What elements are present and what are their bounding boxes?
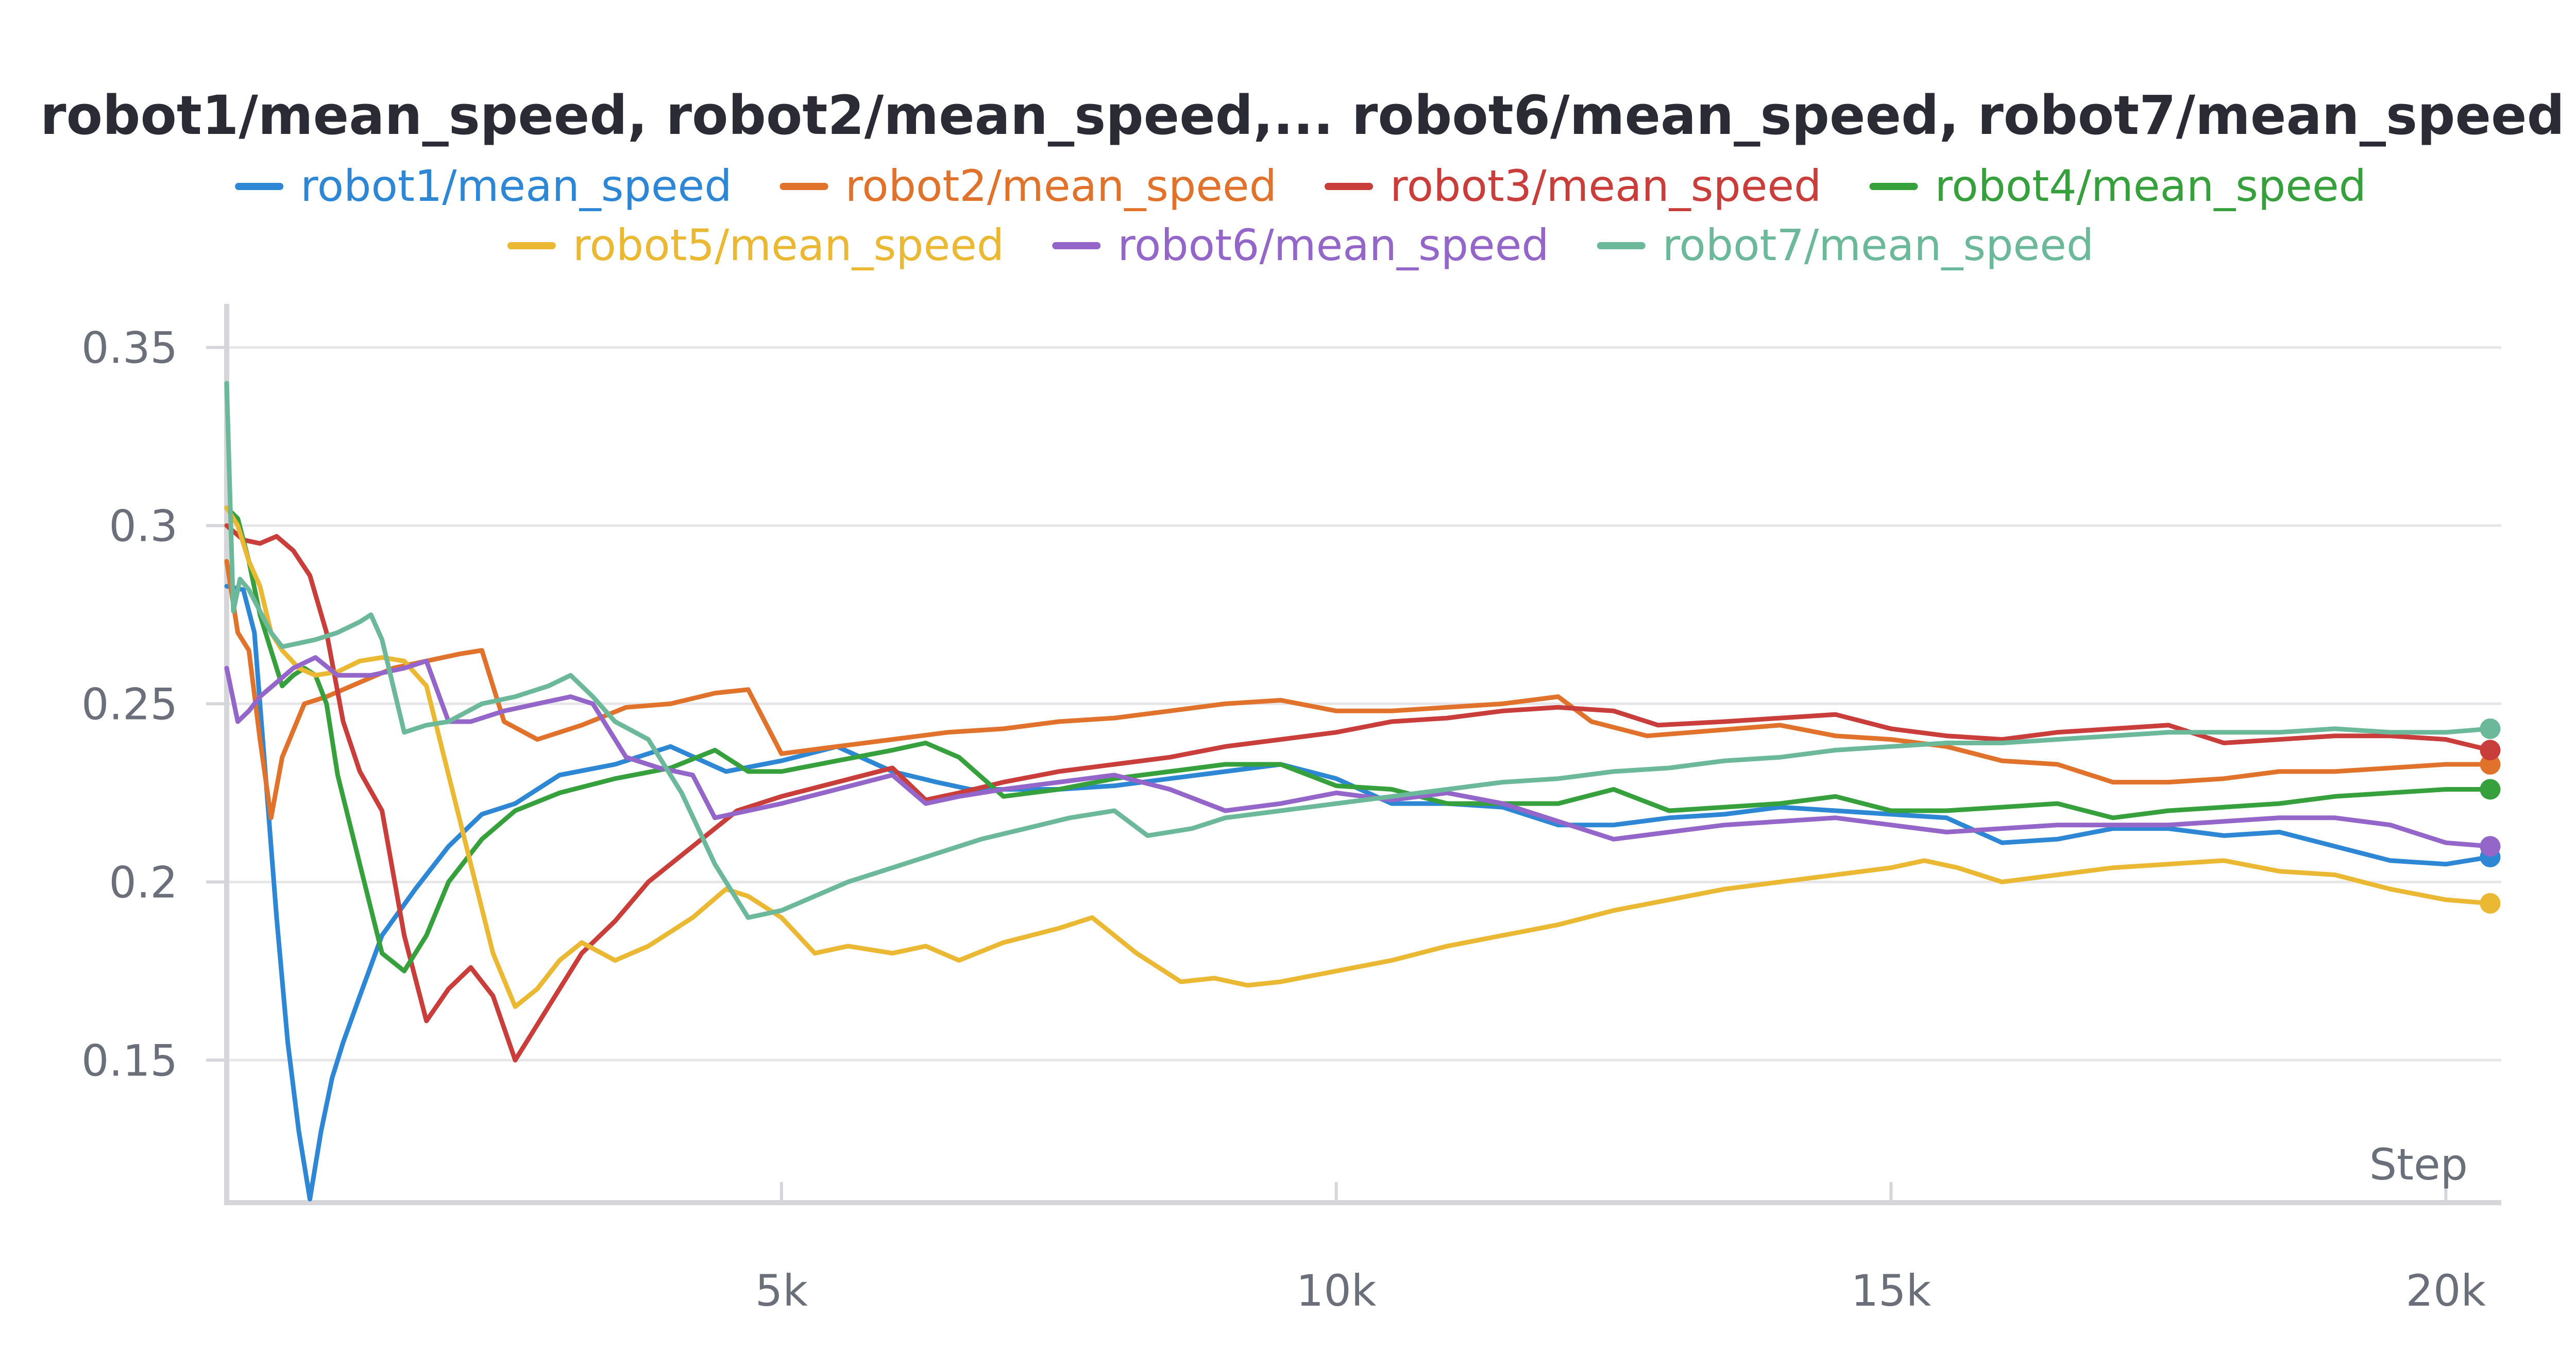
legend-label: robot3/mean_speed [1390,161,1821,211]
y-tick-label: 0.2 [109,857,178,908]
axes: 0.15 0.2 0.25 0.3 0.35 5k 10k 15k 20k [81,304,2501,1316]
legend-label: robot6/mean_speed [1117,220,1549,270]
y-tick-label: 0.25 [81,679,178,729]
legend-item[interactable]: robot7/mean_speed [1597,220,2094,270]
chart-title: robot1/mean_speed, robot2/mean_speed,...… [40,84,2565,147]
grid [227,346,2501,1062]
legend-item[interactable]: robot6/mean_speed [1052,220,1549,270]
legend[interactable]: robot1/mean_speed robot2/mean_speed robot3… [235,161,2366,270]
series-line-robot5 [224,505,2493,1009]
x-axis-label: Step [2369,1139,2468,1190]
legend-item[interactable]: robot4/mean_speed [1869,161,2366,211]
series-line-robot2 [224,559,2493,820]
series-line-robot7 [224,381,2493,920]
x-tick-label: 15k [1851,1266,1931,1316]
series-end-point [2480,893,2501,914]
legend-item[interactable]: robot2/mean_speed [779,161,1277,211]
legend-label: robot4/mean_speed [1935,161,2366,211]
legend-item[interactable]: robot3/mean_speed [1325,161,1822,211]
y-tick-label: 0.15 [81,1035,178,1086]
series-end-point [2480,779,2501,800]
series-line-robot4 [224,505,2493,973]
series-end-point [2480,740,2501,761]
x-tick-label: 5k [755,1266,808,1316]
series-line-robot6 [224,655,2493,849]
x-tick-label: 20k [2406,1266,2486,1316]
y-tick-label: 0.3 [109,501,178,552]
series-layer [224,381,2501,1202]
legend-item[interactable]: robot5/mean_speed [507,220,1004,270]
legend-label: robot5/mean_speed [573,220,1004,270]
legend-label: robot1/mean_speed [300,161,732,211]
legend-label: robot2/mean_speed [845,161,1277,211]
legend-label: robot7/mean_speed [1663,220,2094,270]
y-tick-label: 0.35 [81,323,178,373]
series-line-robot1 [224,584,2493,1202]
x-tick-label: 10k [1296,1266,1377,1316]
series-end-point [2480,836,2501,857]
series-end-point [2480,718,2501,739]
series-end-point [2480,754,2501,775]
series-line-robot3 [224,523,2493,1063]
legend-item[interactable]: robot1/mean_speed [235,161,732,211]
legend-row: robot5/mean_speed robot6/mean_speed robot7… [507,220,2094,270]
legend-row: robot1/mean_speed robot2/mean_speed robot3… [235,161,2366,211]
